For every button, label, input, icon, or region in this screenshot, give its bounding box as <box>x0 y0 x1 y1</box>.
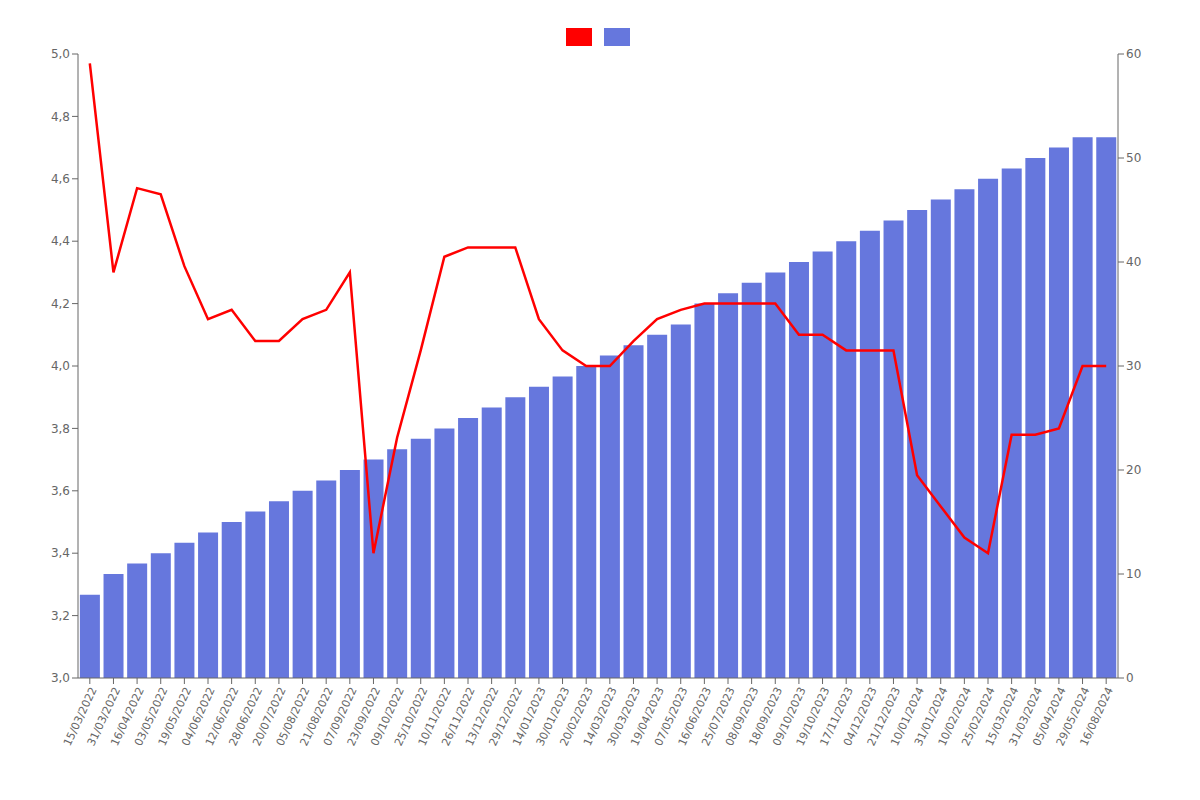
svg-text:21/12/2023: 21/12/2023 <box>864 685 904 748</box>
svg-text:3,6: 3,6 <box>51 484 70 498</box>
svg-text:29/12/2022: 29/12/2022 <box>486 685 526 748</box>
svg-text:4,0: 4,0 <box>51 359 70 373</box>
svg-text:4,8: 4,8 <box>51 110 70 124</box>
svg-text:09/10/2022: 09/10/2022 <box>368 685 407 748</box>
svg-text:08/09/2023: 08/09/2023 <box>722 685 762 748</box>
svg-text:19/10/2023: 19/10/2023 <box>793 685 833 748</box>
svg-text:3,8: 3,8 <box>51 422 70 436</box>
svg-text:15/03/2024: 15/03/2024 <box>982 685 1022 748</box>
svg-text:04/12/2023: 04/12/2023 <box>841 685 880 748</box>
svg-text:30/03/2023: 30/03/2023 <box>604 685 644 748</box>
svg-text:19/05/2022: 19/05/2022 <box>155 685 195 748</box>
svg-text:31/03/2022: 31/03/2022 <box>84 685 124 748</box>
svg-text:30: 30 <box>1126 359 1141 373</box>
svg-text:25/10/2022: 25/10/2022 <box>391 685 431 748</box>
svg-text:07/09/2022: 07/09/2022 <box>321 685 360 748</box>
svg-text:19/04/2023: 19/04/2023 <box>628 685 667 748</box>
svg-text:25/02/2024: 25/02/2024 <box>959 685 998 748</box>
svg-text:09/10/2023: 09/10/2023 <box>770 685 809 748</box>
svg-text:4,2: 4,2 <box>51 297 70 311</box>
svg-text:29/05/2024: 29/05/2024 <box>1053 685 1093 748</box>
svg-text:21/08/2022: 21/08/2022 <box>297 685 336 748</box>
svg-text:60: 60 <box>1126 47 1141 61</box>
svg-text:40: 40 <box>1126 255 1141 269</box>
svg-text:03/05/2022: 03/05/2022 <box>131 685 171 748</box>
svg-text:05/08/2022: 05/08/2022 <box>273 685 313 748</box>
svg-text:3,0: 3,0 <box>51 671 70 685</box>
svg-text:4,6: 4,6 <box>51 172 70 186</box>
svg-text:31/01/2024: 31/01/2024 <box>911 685 951 748</box>
svg-text:04/06/2022: 04/06/2022 <box>179 685 218 748</box>
svg-text:10/02/2024: 10/02/2024 <box>935 685 975 748</box>
svg-text:31/03/2024: 31/03/2024 <box>1006 685 1046 748</box>
svg-text:16/04/2022: 16/04/2022 <box>108 685 147 748</box>
svg-text:10/11/2022: 10/11/2022 <box>415 685 455 748</box>
svg-text:20: 20 <box>1126 463 1141 477</box>
svg-text:10: 10 <box>1126 567 1141 581</box>
svg-text:10/01/2024: 10/01/2024 <box>888 685 927 748</box>
svg-text:16/06/2023: 16/06/2023 <box>675 685 715 748</box>
svg-text:3,2: 3,2 <box>51 609 70 623</box>
svg-text:20/07/2022: 20/07/2022 <box>250 685 289 748</box>
svg-text:30/01/2023: 30/01/2023 <box>533 685 573 748</box>
svg-text:28/06/2022: 28/06/2022 <box>226 685 266 748</box>
svg-text:5,0: 5,0 <box>51 47 70 61</box>
svg-text:4,4: 4,4 <box>51 234 70 248</box>
svg-text:05/04/2024: 05/04/2024 <box>1030 685 1069 748</box>
svg-text:13/12/2022: 13/12/2022 <box>462 685 502 748</box>
svg-text:23/09/2022: 23/09/2022 <box>344 685 384 748</box>
svg-text:17/11/2023: 17/11/2023 <box>817 685 856 748</box>
svg-text:16/08/2024: 16/08/2024 <box>1077 685 1116 748</box>
svg-text:3,4: 3,4 <box>51 546 70 560</box>
svg-text:50: 50 <box>1126 151 1141 165</box>
svg-text:25/07/2023: 25/07/2023 <box>699 685 738 748</box>
svg-text:26/11/2022: 26/11/2022 <box>439 685 478 748</box>
svg-text:12/06/2022: 12/06/2022 <box>202 685 242 748</box>
svg-text:20/02/2023: 20/02/2023 <box>557 685 596 748</box>
svg-text:18/09/2023: 18/09/2023 <box>746 685 786 748</box>
svg-text:15/03/2022: 15/03/2022 <box>61 685 100 748</box>
svg-text:14/03/2023: 14/03/2023 <box>581 685 620 748</box>
svg-text:14/01/2023: 14/01/2023 <box>510 685 549 748</box>
svg-text:07/05/2023: 07/05/2023 <box>651 685 691 748</box>
svg-text:0: 0 <box>1126 671 1134 685</box>
